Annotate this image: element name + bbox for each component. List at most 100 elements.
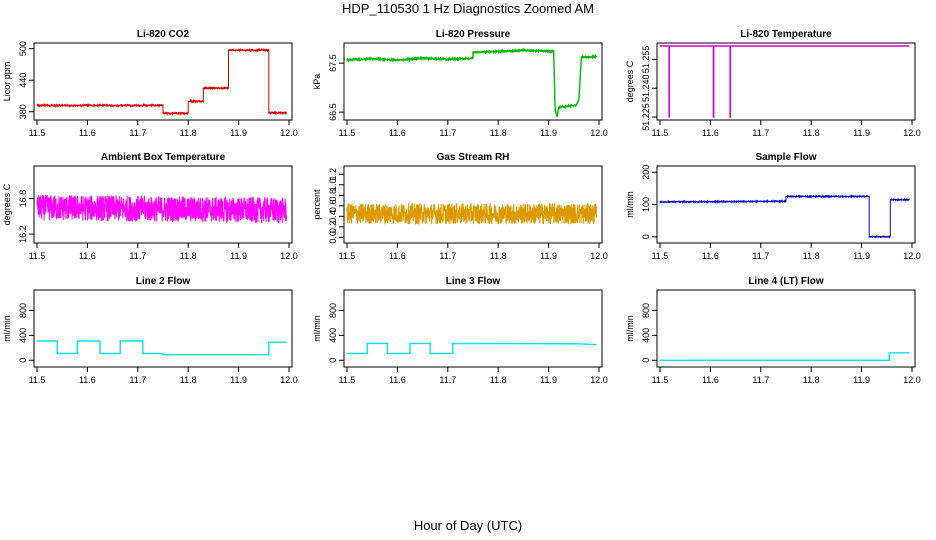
figure-title: HDP_110530 1 Hz Diagnostics Zoomed AM: [342, 1, 594, 16]
x-tick-label: 11.7: [752, 251, 769, 261]
y-tick-label: 400: [18, 328, 28, 343]
panel-title: Sample Flow: [755, 152, 816, 163]
y-tick-label: 0.8: [328, 189, 338, 202]
panel-1: Li-820 CO2 11.5 11.6 11.7 11.8 11.9 12.0 380 440…: [2, 29, 298, 138]
y-tick-label: 100: [641, 197, 651, 212]
x-tick-label: 11.5: [339, 128, 356, 138]
y-tick-label: 16.2: [18, 225, 28, 243]
y-tick-label: 66.5: [328, 103, 338, 121]
x-tick-label: 11.8: [180, 375, 197, 385]
y-tick-label: 51.255: [641, 46, 651, 74]
plot-frame: [343, 165, 603, 244]
panel-7: Line 2 Flow 11.5 11.6 11.7 11.8 11.9 12.0 0 400 8…: [2, 276, 298, 385]
figure-xlabel: Hour of Day (UTC): [413, 518, 523, 533]
x-tick-label: 11.6: [389, 375, 406, 385]
series-line: [347, 342, 597, 355]
plot-frame: [33, 42, 293, 121]
plot-frame: [343, 289, 603, 368]
y-axis-label: degrees C: [2, 183, 12, 225]
x-tick-label: 11.7: [129, 251, 146, 261]
plot-frame: [343, 42, 603, 121]
x-tick-label: 11.8: [803, 128, 820, 138]
x-tick-label: 11.9: [853, 375, 870, 385]
panel-title: Li-820 CO2: [137, 29, 190, 40]
x-tick-label: 11.5: [29, 375, 46, 385]
x-tick-label: 11.5: [652, 251, 669, 261]
plot-frame: [656, 289, 916, 368]
x-tick-label: 11.9: [853, 128, 870, 138]
panel-5: Gas Stream RH 11.5 11.6 11.7 11.8 11.9 12.0 0.0…: [312, 152, 608, 261]
panel-8: Line 3 Flow 11.5 11.6 11.7 11.8 11.9 12.0 0 400 8…: [312, 276, 608, 385]
y-tick-label: 16.8: [18, 190, 28, 208]
x-tick-label: 11.7: [752, 128, 769, 138]
x-tick-label: 12.0: [903, 128, 921, 138]
panel-title: Ambient Box Temperature: [101, 152, 226, 163]
x-tick-label: 11.8: [803, 375, 820, 385]
y-axis-label: Licor ppm: [2, 62, 12, 102]
x-tick-label: 11.9: [230, 251, 247, 261]
x-tick-label: 11.5: [29, 251, 46, 261]
y-tick-label: 200: [641, 165, 651, 180]
panel-title: Li-820 Pressure: [436, 29, 511, 40]
series-line: [36, 194, 287, 224]
y-tick-label: 0: [641, 358, 651, 363]
y-tick-label: 800: [641, 303, 651, 318]
series-line: [346, 202, 597, 226]
x-tick-label: 11.5: [652, 128, 669, 138]
x-tick-label: 11.6: [389, 128, 406, 138]
y-tick-label: 440: [18, 73, 28, 88]
x-tick-label: 11.5: [29, 128, 46, 138]
series-line: [346, 47, 598, 117]
y-tick-label: 400: [328, 328, 338, 343]
x-tick-label: 11.6: [79, 251, 96, 261]
x-tick-label: 11.6: [79, 375, 96, 385]
x-tick-label: 11.9: [230, 128, 247, 138]
y-axis-label: ml/min: [2, 315, 12, 342]
y-tick-label: 0.4: [328, 210, 338, 223]
series-line: [37, 340, 287, 356]
x-tick-label: 11.7: [439, 375, 456, 385]
series-line: [659, 194, 910, 240]
panel-2: Li-820 Pressure 11.5 11.6 11.7 11.8 11.9 12.0 6…: [312, 29, 608, 138]
y-tick-label: 0: [18, 358, 28, 363]
x-tick-label: 11.8: [803, 251, 820, 261]
x-tick-label: 11.5: [339, 251, 356, 261]
x-tick-label: 11.6: [389, 251, 406, 261]
plot-frame: [656, 165, 916, 244]
y-tick-label: 800: [328, 303, 338, 318]
y-axis-label: degrees C: [625, 60, 635, 102]
x-tick-label: 11.6: [702, 375, 719, 385]
x-tick-label: 11.7: [439, 128, 456, 138]
panel-4: Ambient Box Temperature 11.5 11.6 11.7 11.8 1…: [2, 152, 298, 261]
y-tick-label: 0.0: [328, 231, 338, 244]
series-line: [660, 45, 910, 118]
x-tick-label: 11.8: [490, 251, 507, 261]
panel-title: Line 4 (LT) Flow: [748, 276, 824, 287]
y-tick-label: 1.2: [328, 168, 338, 181]
x-tick-label: 11.7: [439, 251, 456, 261]
y-axis-label: percent: [312, 189, 322, 220]
x-tick-label: 11.5: [652, 375, 669, 385]
y-tick-label: 0.2: [328, 221, 338, 234]
panel-9: Line 4 (LT) Flow 11.5 11.6 11.7 11.8 11.9 12.0…: [625, 276, 921, 385]
x-tick-label: 12.0: [590, 375, 608, 385]
x-tick-label: 12.0: [903, 375, 921, 385]
x-tick-label: 11.6: [702, 251, 719, 261]
y-tick-label: 51.240: [641, 74, 651, 102]
y-tick-label: 380: [18, 104, 28, 119]
x-tick-label: 12.0: [590, 128, 608, 138]
plot-frame: [33, 165, 293, 244]
y-axis-label: ml/min: [625, 191, 635, 218]
y-axis-label: kPa: [312, 74, 322, 90]
panel-title: Line 3 Flow: [446, 276, 501, 287]
x-tick-label: 11.7: [752, 375, 769, 385]
y-tick-label: 0: [641, 234, 651, 239]
y-tick-label: 1.0: [328, 179, 338, 192]
x-tick-label: 12.0: [280, 251, 298, 261]
x-tick-label: 11.9: [230, 375, 247, 385]
series-line: [660, 352, 910, 361]
y-axis-label: ml/min: [625, 315, 635, 342]
x-tick-label: 11.9: [853, 251, 870, 261]
x-tick-label: 12.0: [590, 251, 608, 261]
